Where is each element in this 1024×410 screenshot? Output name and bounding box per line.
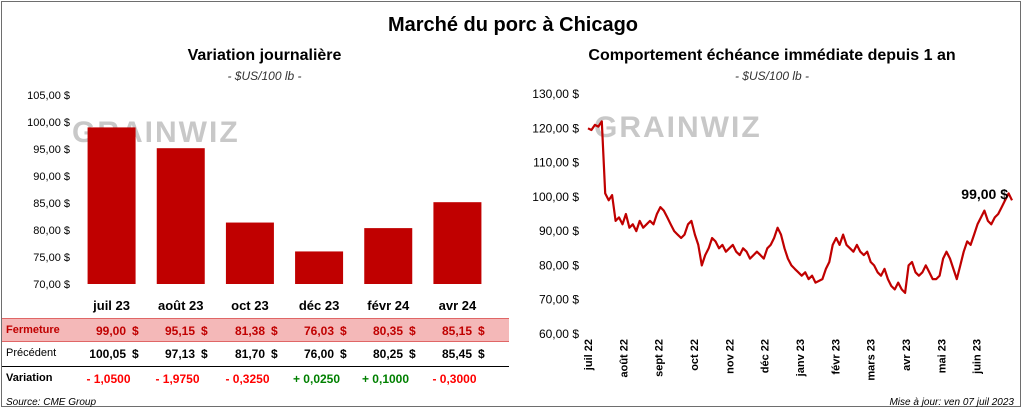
- table-cell: 80,25: [372, 347, 403, 361]
- table-cell: 100,05: [89, 347, 126, 361]
- y-tick-label: 130,00 $: [532, 87, 579, 101]
- currency-symbol: $: [132, 347, 139, 361]
- bar: [87, 127, 136, 285]
- bar: [295, 251, 344, 284]
- y-tick-label: 110,00 $: [533, 156, 579, 170]
- table-cell: 97,13: [164, 347, 195, 361]
- right-chart-title: Comportement échéance immédiate depuis 1…: [588, 47, 956, 64]
- table-row: Variation - 1,0500 - 1,9750 - 0,3250 + 0,025…: [2, 366, 509, 390]
- y-tick-label: 90,00 $: [539, 224, 579, 238]
- table-cell: 76,00: [303, 347, 334, 361]
- watermark-text: GRAINWIZ: [594, 111, 762, 144]
- bar: [156, 148, 205, 284]
- x-tick-label: oct 23: [231, 298, 269, 313]
- table-cell: 95,15: [164, 324, 195, 338]
- y-tick-label: 100,00 $: [27, 117, 70, 129]
- currency-symbol: $: [340, 324, 347, 338]
- bar: [364, 228, 413, 284]
- x-tick-label: sept 22: [654, 339, 666, 377]
- x-tick-label: juin 23: [972, 339, 984, 375]
- x-tick-label: nov 22: [724, 339, 736, 374]
- x-tick-label: août 23: [158, 298, 204, 313]
- table-cell: 85,45: [441, 347, 472, 361]
- x-tick-label: juil 22: [583, 339, 595, 371]
- y-tick-label: 60,00 $: [539, 327, 579, 341]
- table-cell: - 1,9750: [155, 372, 200, 386]
- table-row: Fermeture $99,00 $95,15 $81,38 $76,03 $80,35 $…: [2, 318, 509, 342]
- currency-symbol: $: [132, 324, 139, 338]
- price-line: [587, 120, 1013, 294]
- y-tick-label: 80,00 $: [33, 225, 70, 237]
- x-tick-label: févr 24: [367, 298, 410, 313]
- table-cell: 80,35: [372, 324, 403, 338]
- table-cell: + 0,0250: [292, 372, 341, 386]
- currency-symbol: $: [340, 347, 347, 361]
- y-tick-label: 90,00 $: [33, 171, 70, 183]
- source-note: Source: CME Group: [6, 397, 97, 408]
- table-cell: - 1,0500: [86, 372, 131, 386]
- currency-symbol: $: [201, 324, 208, 338]
- row-label: Variation: [6, 372, 53, 384]
- table-cell: + 0,1000: [361, 372, 410, 386]
- y-tick-label: 100,00 $: [532, 190, 579, 204]
- table-row: Précédent $100,05 $97,13 $81,70 $76,00 $80,25…: [2, 342, 509, 366]
- x-tick-label: mars 23: [866, 339, 878, 381]
- table-cell: 76,03: [303, 324, 334, 338]
- currency-symbol: $: [478, 324, 485, 338]
- currency-symbol: $: [409, 324, 416, 338]
- table-cell: 81,38: [234, 324, 265, 338]
- y-tick-label: 85,00 $: [33, 198, 70, 210]
- last-value-label: 99,00 $: [961, 186, 1008, 202]
- y-tick-label: 95,00 $: [33, 144, 70, 156]
- x-tick-label: oct 22: [689, 339, 701, 371]
- price-table: Fermeture $99,00 $95,15 $81,38 $76,03 $80,35 $…: [2, 318, 509, 398]
- row-label: Fermeture: [6, 324, 60, 336]
- currency-symbol: $: [201, 347, 208, 361]
- left-chart-subtitle: - $US/100 lb -: [227, 69, 302, 83]
- x-tick-label: déc 22: [760, 339, 772, 373]
- bar: [225, 222, 274, 284]
- currency-symbol: $: [271, 347, 278, 361]
- update-note: Mise à jour: ven 07 juil 2023: [889, 397, 1014, 408]
- currency-symbol: $: [271, 324, 278, 338]
- x-tick-label: juil 23: [92, 298, 130, 313]
- x-tick-label: avr 24: [439, 298, 477, 313]
- currency-symbol: $: [409, 347, 416, 361]
- y-tick-label: 70,00 $: [539, 293, 579, 307]
- left-chart-title: Variation journalière: [187, 47, 342, 64]
- table-cell: 99,00: [95, 324, 126, 338]
- x-tick-label: mai 23: [936, 339, 948, 373]
- x-tick-label: août 22: [618, 339, 630, 378]
- table-cell: - 0,3250: [225, 372, 270, 386]
- table-cell: - 0,3000: [432, 372, 477, 386]
- yearly-line-chart: GRAINWIZ 60,00 $ 70,00 $ 80,00 $ 90,00 $ 100,…: [532, 87, 1013, 381]
- x-tick-label: avr 23: [901, 339, 913, 371]
- table-cell: 81,70: [234, 347, 265, 361]
- y-tick-label: 120,00 $: [532, 121, 579, 135]
- y-tick-label: 80,00 $: [539, 258, 579, 272]
- y-tick-label: 75,00 $: [33, 252, 70, 264]
- x-tick-label: janv 23: [795, 339, 807, 377]
- main-title: Marché du porc à Chicago: [387, 14, 639, 36]
- y-tick-label: 105,00 $: [27, 90, 70, 102]
- right-chart-subtitle: - $US/100 lb -: [734, 69, 810, 83]
- y-tick-label: 70,00 $: [33, 279, 70, 291]
- x-tick-label: déc 23: [299, 298, 339, 313]
- currency-symbol: $: [478, 347, 485, 361]
- bar: [433, 202, 482, 284]
- x-tick-label: févr 23: [830, 339, 842, 374]
- row-label: Précédent: [6, 347, 57, 359]
- table-cell: 85,15: [441, 324, 472, 338]
